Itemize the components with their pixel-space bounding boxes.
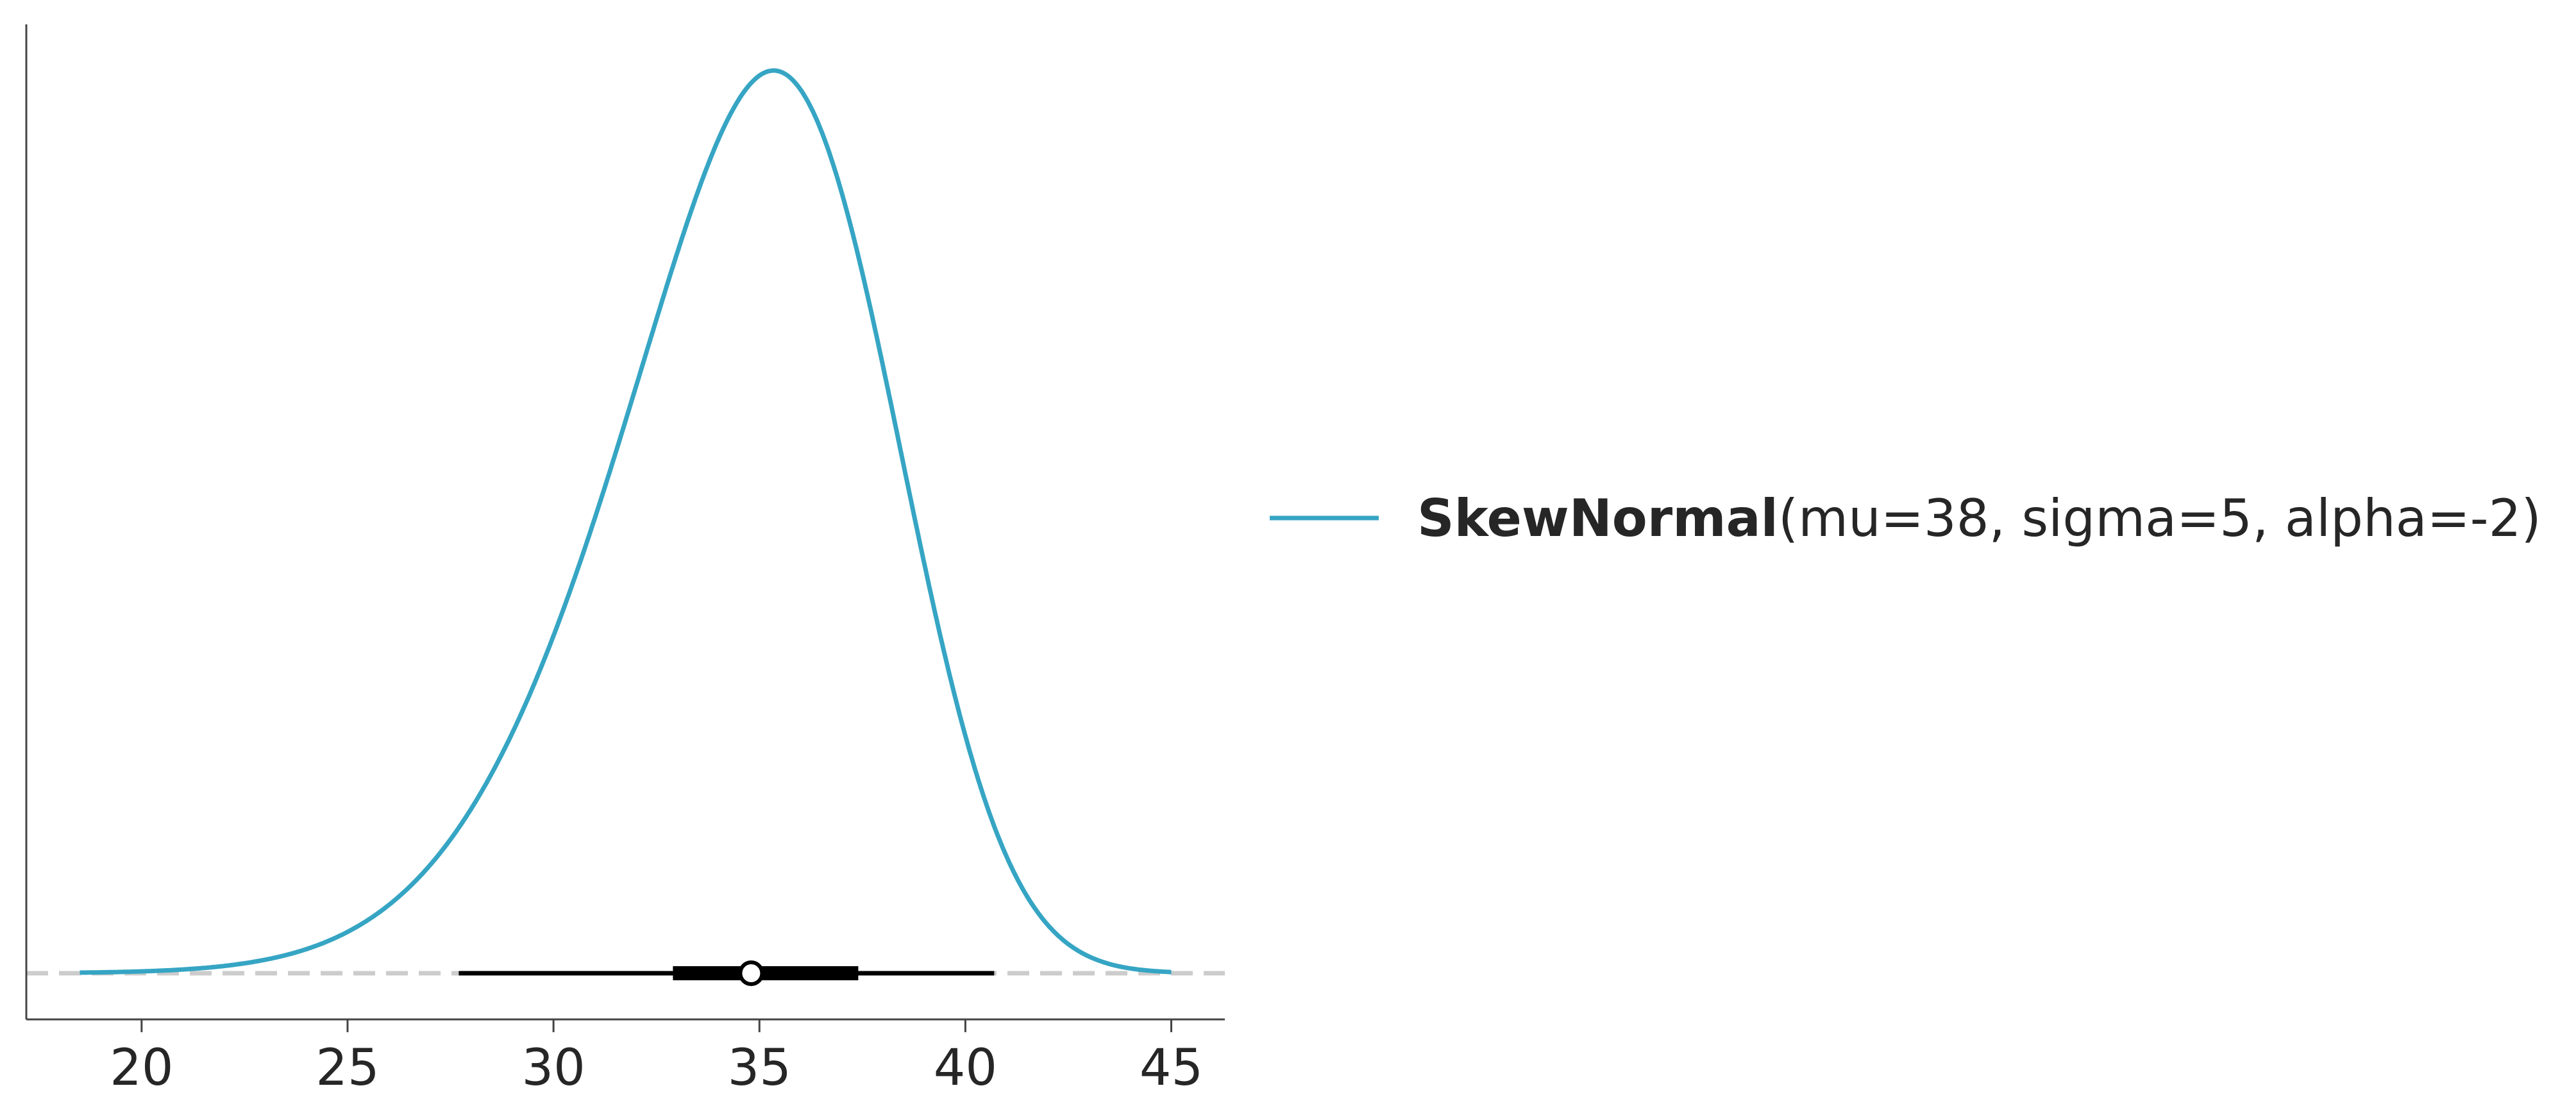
x-tick-label: 25 (316, 1039, 379, 1097)
x-tick-label: 30 (521, 1039, 585, 1097)
x-tick-label: 40 (934, 1039, 997, 1097)
density-curve (80, 68, 1172, 975)
median-point (738, 960, 764, 986)
x-tick-label: 35 (728, 1039, 791, 1097)
legend: SkewNormal(mu=38, sigma=5, alpha=-2) (1270, 489, 2541, 548)
legend-label-params: (mu=38, sigma=5, alpha=-2) (1778, 489, 2541, 548)
legend-label-name: SkewNormal (1417, 489, 1778, 548)
x-tick-label: 20 (110, 1039, 173, 1097)
legend-label: SkewNormal(mu=38, sigma=5, alpha=-2) (1417, 489, 2541, 548)
x-tick-label: 45 (1140, 1039, 1203, 1097)
x-ticks: 20 25 30 35 40 45 (110, 1019, 1203, 1097)
